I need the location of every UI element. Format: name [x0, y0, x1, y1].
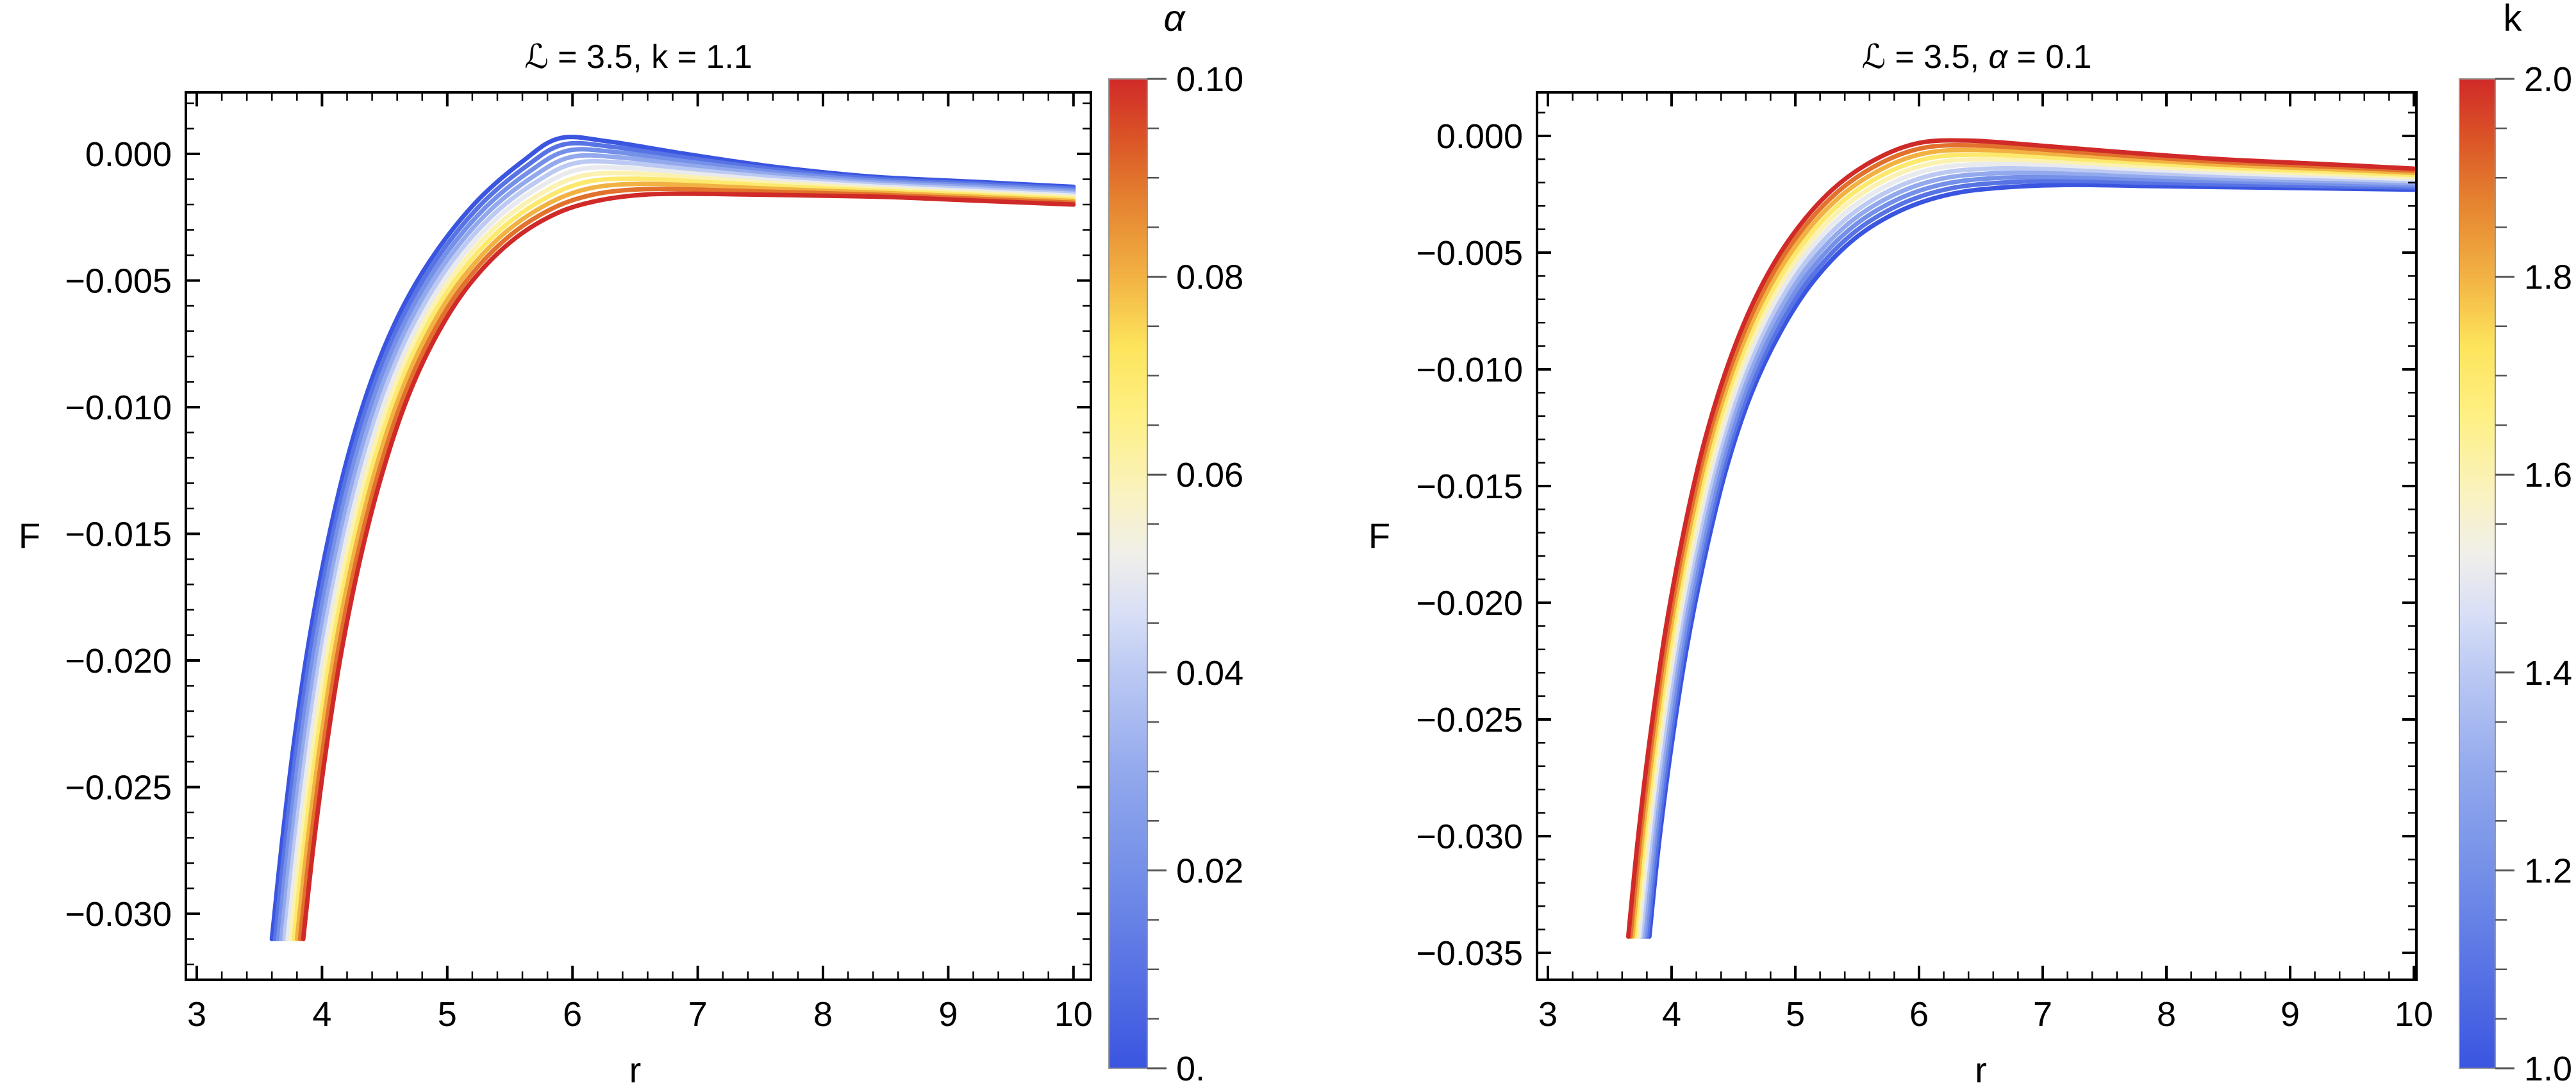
curve-k-1.5	[1636, 161, 2416, 939]
y-tick-label: −0.015	[1416, 467, 1523, 506]
left-chart: 3 4 5 6 7 8 9 10 0.000 −0.005 −0.010 −0.015 −0.020 −0…	[19, 38, 1093, 1090]
colorbar-tick-label: 0.06	[1176, 456, 1243, 494]
x-tick-label: 10	[1054, 995, 1093, 1034]
plot-title: ℒ = 3.5, α = 0.1	[1861, 38, 2091, 76]
colorbar-tick-label: 1.8	[2524, 258, 2572, 297]
colorbar-gradient	[1109, 79, 1147, 1068]
y-tick-label: −0.015	[65, 516, 172, 554]
y-tick-label: −0.005	[1416, 234, 1523, 273]
curve-k-2	[1625, 138, 2416, 939]
curve-alpha-0.1	[301, 191, 1076, 941]
colorbar-tick-label: 0.02	[1176, 852, 1243, 890]
y-tick-label: −0.025	[1416, 701, 1523, 739]
x-tick-label: 4	[312, 995, 331, 1034]
plot-title-segment: α	[1988, 38, 2008, 76]
y-tick-label: −0.030	[65, 895, 172, 934]
colorbar-tick-label: 1.2	[2524, 852, 2572, 890]
x-tick-label: 7	[2033, 995, 2052, 1034]
colorbar-tick-label: 2.0	[2524, 60, 2572, 99]
x-tick-label: 9	[938, 995, 958, 1034]
x-tick-label: 3	[1538, 995, 1558, 1034]
y-tick-label: −0.030	[1416, 818, 1523, 856]
curve-k-1.6	[1634, 156, 2416, 939]
curve-alpha-0.08	[294, 181, 1076, 941]
x-tick-label: 7	[688, 995, 708, 1034]
y-tick-label: −0.020	[65, 642, 172, 680]
x-tick-label: 10	[2395, 995, 2433, 1034]
colorbar-tick-label: 1.4	[2524, 654, 2572, 693]
curve-alpha-0.06	[288, 171, 1076, 941]
y-tick-label: 0.000	[1436, 117, 1523, 156]
curve-k-1.3	[1640, 170, 2416, 939]
curve-alpha-0.03	[279, 153, 1076, 941]
y-tick-label: −0.005	[65, 262, 172, 301]
curve-alpha-0.05	[285, 165, 1076, 941]
colorbar-tick-label: 0.	[1176, 1050, 1205, 1088]
curve-k-1.9	[1628, 142, 2416, 939]
y-tick-label: 0.000	[85, 135, 172, 174]
colorbar-tick-label: 1.6	[2524, 456, 2572, 494]
curve-k-1.8	[1630, 147, 2416, 939]
left-colorbar: 0.10 0.08 0.06 0.04 0.02 0. α	[1108, 0, 1243, 1088]
curve-alpha-0.09	[297, 187, 1076, 941]
x-tick-label: 6	[563, 995, 582, 1034]
plot-title-segment: = 0.1	[2007, 38, 2092, 76]
plot-frame	[1536, 91, 2418, 981]
colorbar-tick-label: 0.08	[1176, 258, 1243, 297]
colorbar-label: α	[1163, 0, 1186, 39]
right-chart: 3 4 5 6 7 8 9 10 0.000 −0.005 −0.010 −0.015 −0.020 −0…	[1368, 38, 2433, 1090]
y-tick-label: −0.035	[1416, 934, 1523, 973]
colorbar-tick-label: 0.10	[1176, 60, 1243, 99]
x-tick-label: 8	[813, 995, 833, 1034]
colorbar-gradient	[2459, 79, 2495, 1068]
curve-alpha-0.01	[272, 140, 1076, 941]
y-tick-label: −0.020	[1416, 584, 1523, 623]
colorbar-label: k	[2504, 0, 2523, 39]
x-tick-label: 8	[2157, 995, 2176, 1034]
x-axis-label: r	[629, 1050, 642, 1090]
plot-title: ℒ = 3.5, k = 1.1	[524, 38, 752, 76]
curve-alpha-0.04	[282, 159, 1076, 941]
curve-alpha-0.02	[276, 147, 1076, 941]
curve-k-1	[1647, 182, 2416, 939]
y-tick-label: −0.010	[1416, 351, 1523, 389]
plot-title-segment: ℒ = 3.5, k = 1.1	[524, 38, 752, 76]
curve-alpha-0.07	[291, 176, 1076, 941]
x-tick-label: 3	[187, 995, 206, 1034]
right-colorbar: 2.0 1.8 1.6 1.4 1.2 1.0 k	[2459, 0, 2572, 1088]
x-tick-label: 4	[1662, 995, 1681, 1034]
plot-frame	[185, 91, 1092, 981]
y-axis-label: F	[1368, 516, 1390, 556]
colorbar-tick-label: 1.0	[2524, 1050, 2572, 1088]
curve-alpha-0	[269, 135, 1076, 941]
plot-title-segment: ℒ = 3.5,	[1861, 38, 1988, 76]
y-tick-label: −0.010	[65, 389, 172, 427]
curve-k-1.2	[1643, 174, 2416, 939]
y-tick-label: −0.025	[65, 769, 172, 807]
curve-k-1.7	[1632, 152, 2416, 939]
x-tick-label: 5	[438, 995, 457, 1034]
x-tick-label: 5	[1786, 995, 1805, 1034]
x-tick-label: 6	[1909, 995, 1929, 1034]
colorbar-tick-label: 0.04	[1176, 654, 1243, 693]
x-tick-label: 9	[2281, 995, 2300, 1034]
x-axis-label: r	[1975, 1050, 1987, 1090]
y-axis-label: F	[19, 516, 40, 556]
curve-k-1.4	[1638, 165, 2416, 939]
curve-k-1.1	[1645, 178, 2416, 939]
